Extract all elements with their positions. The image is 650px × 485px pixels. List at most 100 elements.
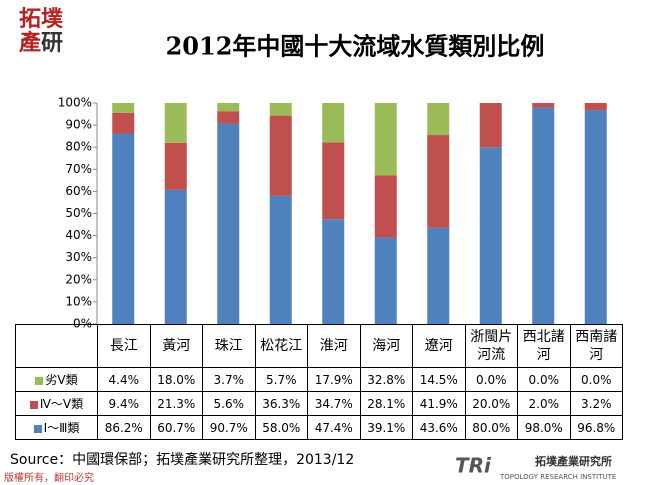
category-label: 黃河 <box>149 324 203 368</box>
value-label: 17.9% <box>307 367 361 392</box>
value-label: 3.7% <box>202 367 256 392</box>
source: Source：中國環保部；拓墣產業研究所整理，2013/12 <box>10 451 354 468</box>
bar-segment <box>269 115 292 196</box>
bar-segment <box>374 237 397 324</box>
value-label: 5.6% <box>202 391 256 416</box>
y-tick-label: 100% <box>58 96 92 110</box>
value-label: 2.0% <box>517 391 571 416</box>
y-tick-label: 20% <box>65 272 92 286</box>
logo-char: 拓 <box>19 6 41 32</box>
category-label: 西北諸河 <box>517 324 571 368</box>
category-label: 長江 <box>97 324 151 368</box>
bar-segment <box>374 175 397 238</box>
bar-segment <box>427 103 450 136</box>
value-label: 20.0% <box>464 391 518 416</box>
category-label: 珠江 <box>202 324 256 368</box>
logo-english: TOPOLOGY RESEARCH INSTITUTE <box>499 473 616 481</box>
y-tick-label: 50% <box>65 206 92 220</box>
chart-title: 2012年中國十大流域水質類別比例 <box>166 32 545 61</box>
legend-cell: Ⅰ～Ⅲ類 <box>15 415 98 440</box>
bar-segment <box>479 103 502 148</box>
category-label: 西南諸河 <box>569 324 623 368</box>
bar-segment <box>164 189 187 324</box>
legend-swatch <box>29 400 38 409</box>
bar-segment <box>269 195 292 324</box>
bar-segment <box>427 135 450 228</box>
legend-swatch <box>35 376 44 385</box>
data-table: 長江 黃河 珠江 松花江 淮河 海河 遼河 浙閩片河流 西北諸河 西南諸河劣Ⅴ類 4.4% 18.0%… <box>15 324 623 440</box>
bar-segment <box>584 110 607 325</box>
y-tick-label: 90% <box>65 118 92 132</box>
legend-swatch <box>33 424 42 433</box>
table-row: 劣Ⅴ類 4.4% 18.0% 3.7% 5.7% 17.9% 32.8% 14.5% 0.0% 0… <box>15 367 623 392</box>
category-label: 海河 <box>359 324 413 368</box>
table-header-row: 長江 黃河 珠江 松花江 淮河 海河 遼河 浙閩片河流 西北諸河 西南諸河 <box>15 324 623 368</box>
value-label: 39.1% <box>359 415 413 440</box>
value-label: 9.4% <box>97 391 151 416</box>
value-label: 14.5% <box>412 367 466 392</box>
bar-segment <box>164 142 187 190</box>
legend-label: Ⅳ～Ⅴ類 <box>39 397 84 411</box>
bar-segment <box>584 103 607 111</box>
category-label: 浙閩片河流 <box>464 324 518 368</box>
value-label: 18.0% <box>149 367 203 392</box>
logo-char: 產 <box>19 30 41 56</box>
logo-name: 拓墣產業研究所 <box>535 454 612 468</box>
value-label: 47.4% <box>307 415 361 440</box>
value-label: 41.9% <box>412 391 466 416</box>
value-label: 90.7% <box>202 415 256 440</box>
bar-segment <box>164 103 187 143</box>
value-label: 86.2% <box>97 415 151 440</box>
value-label: 21.3% <box>149 391 203 416</box>
value-label: 36.3% <box>254 391 308 416</box>
value-label: 4.4% <box>97 367 151 392</box>
bar-segment <box>427 227 450 324</box>
bar-segment <box>112 112 135 134</box>
category-label: 松花江 <box>254 324 308 368</box>
y-tick-label: 80% <box>65 140 92 154</box>
legend-label: Ⅰ～Ⅲ類 <box>43 421 80 435</box>
value-label: 0.0% <box>464 367 518 392</box>
bar-segment <box>532 103 555 108</box>
category-label: 淮河 <box>307 324 361 368</box>
value-label: 5.7% <box>254 367 308 392</box>
bar-segment <box>269 103 292 116</box>
value-label: 60.7% <box>149 415 203 440</box>
bar-segment <box>112 103 135 113</box>
legend-cell: Ⅳ～Ⅴ類 <box>15 391 98 416</box>
value-label: 32.8% <box>359 367 413 392</box>
value-label: 0.0% <box>517 367 571 392</box>
value-label: 98.0% <box>517 415 571 440</box>
y-tick-label: 30% <box>65 250 92 264</box>
bar-segment <box>112 133 135 324</box>
bar-segment <box>217 123 240 324</box>
category-label: 遼河 <box>412 324 466 368</box>
y-tick-label: 10% <box>65 294 92 308</box>
logo-char: 研 <box>41 30 63 56</box>
logo-char: 墣 <box>41 6 63 32</box>
value-label: 43.6% <box>412 415 466 440</box>
value-label: 34.7% <box>307 391 361 416</box>
logo-mark: TRi <box>455 454 492 478</box>
bar-segment <box>479 147 502 324</box>
value-label: 96.8% <box>569 415 623 440</box>
bar-segment <box>374 103 397 176</box>
value-label: 28.1% <box>359 391 413 416</box>
value-label: 3.2% <box>569 391 623 416</box>
value-label: 80.0% <box>464 415 518 440</box>
legend-cell: 劣Ⅴ類 <box>15 367 98 392</box>
bar-segment <box>217 111 240 124</box>
legend-label: 劣Ⅴ類 <box>45 373 78 387</box>
value-label: 0.0% <box>569 367 623 392</box>
y-tick-label: 40% <box>65 228 92 242</box>
y-tick-label: 60% <box>65 184 92 198</box>
corner-cell <box>15 324 98 368</box>
y-tick-label: 70% <box>65 162 92 176</box>
bar-segment <box>322 103 345 143</box>
bar-segment <box>532 107 555 324</box>
bar-segment <box>217 103 240 112</box>
footer: 版權所有，翻印必究 <box>4 471 94 484</box>
value-label: 58.0% <box>254 415 308 440</box>
